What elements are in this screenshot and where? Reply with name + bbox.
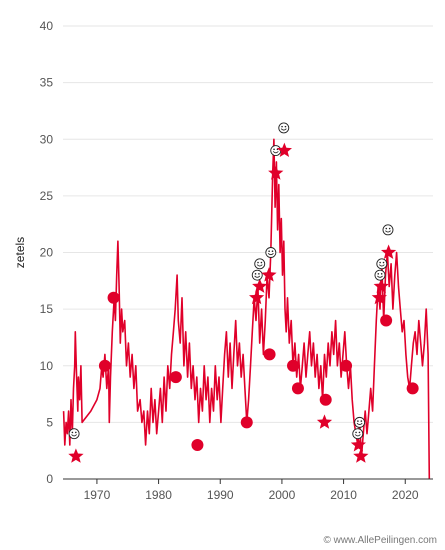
data-point-dot (319, 393, 332, 406)
data-point-dot (191, 439, 204, 452)
data-point-star (252, 278, 268, 293)
data-point-dot (406, 382, 419, 395)
y-tick-label: 5 (46, 415, 53, 429)
data-point-dot (240, 416, 253, 429)
x-tick-label: 1980 (145, 488, 172, 502)
data-point-star (316, 414, 333, 429)
marker-layer (68, 122, 419, 463)
y-tick-label: 10 (40, 359, 54, 373)
data-point-dot (287, 359, 300, 372)
y-tick-label: 15 (40, 302, 54, 316)
y-axis-title: zetels (13, 237, 27, 268)
y-tick-label: 35 (40, 76, 54, 90)
data-point-star (268, 165, 284, 180)
smiley-icon (270, 145, 282, 157)
grid-lines (63, 25, 433, 480)
data-point-star (353, 448, 369, 463)
y-axis-ticks: 0 5 10 15 20 25 30 35 40 (40, 19, 54, 486)
smiley-icon (251, 269, 263, 281)
y-tick-label: 0 (46, 472, 53, 486)
data-point-star (249, 289, 265, 305)
smiley-icon (265, 247, 277, 258)
x-axis-ticks: 1970 1980 1990 2000 2010 2020 (84, 479, 419, 502)
smiley-icon (374, 269, 386, 281)
data-point-dot (340, 359, 353, 372)
data-point-dot (380, 314, 393, 327)
smiley-icon (254, 258, 266, 270)
smiley-icon (68, 428, 80, 440)
data-point-dot (263, 348, 276, 361)
x-tick-label: 2000 (269, 488, 296, 502)
y-tick-label: 25 (40, 189, 54, 203)
data-point-dot (107, 291, 120, 304)
x-tick-label: 2020 (392, 488, 419, 502)
data-point-dot (98, 359, 111, 372)
data-point-star (373, 278, 389, 293)
series-layer (62, 138, 431, 480)
data-point-star (371, 289, 387, 305)
data-point-star (68, 448, 84, 463)
data-point-star (261, 267, 277, 282)
series-line (62, 138, 431, 480)
smiley-icon (376, 258, 388, 270)
smiley-icon (382, 224, 394, 236)
smiley-icon (354, 416, 366, 428)
x-tick-label: 2010 (330, 488, 357, 502)
data-point-star (381, 244, 397, 259)
data-point-star (350, 437, 366, 452)
data-point-dot (291, 382, 304, 395)
data-point-star (276, 142, 292, 157)
x-tick-label: 1970 (84, 488, 111, 502)
data-point-dot (169, 371, 182, 384)
credit-text: © www.AllePeilingen.com (323, 535, 437, 546)
y-tick-label: 20 (40, 246, 54, 260)
x-tick-label: 1990 (207, 488, 234, 502)
smiley-icon (352, 428, 364, 440)
smiley-icon (278, 122, 290, 134)
y-tick-label: 30 (40, 132, 54, 146)
y-tick-label: 40 (40, 19, 54, 33)
